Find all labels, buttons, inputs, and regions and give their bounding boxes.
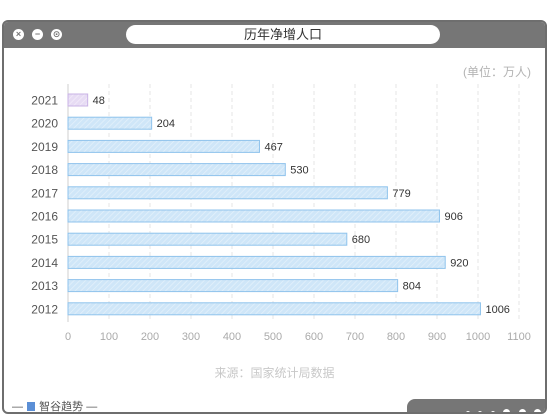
- y-category-label: 2013: [31, 279, 58, 293]
- pager-dot-icon[interactable]: [465, 410, 470, 412]
- x-tick-label: 700: [346, 331, 364, 343]
- bar: [67, 186, 388, 200]
- y-category-label: 2012: [31, 302, 58, 316]
- x-tick-label: 800: [387, 331, 405, 343]
- y-category-label: 2017: [31, 186, 58, 200]
- x-tick-label: 100: [100, 331, 118, 343]
- pager-dot-icon[interactable]: [534, 409, 541, 412]
- unit-label: (单位：万人): [463, 65, 531, 79]
- brand-footer: — 智谷趋势 —: [12, 401, 98, 413]
- bar-value-label: 204: [157, 118, 175, 130]
- maximize-icon[interactable]: ⊙: [51, 29, 62, 40]
- bar: [67, 163, 286, 177]
- bar-value-label: 1006: [485, 304, 509, 316]
- x-tick-label: 0: [65, 331, 71, 343]
- pager-dot-icon[interactable]: [490, 410, 495, 412]
- y-category-label: 2019: [31, 140, 58, 154]
- minimize-icon[interactable]: −: [32, 29, 43, 40]
- title-bar: × − ⊙ 历年净增人口: [4, 22, 545, 48]
- x-tick-label: 300: [182, 331, 200, 343]
- bar-value-label: 804: [403, 281, 421, 293]
- bar: [67, 93, 89, 107]
- source-note: 来源：国家统计局数据: [214, 366, 335, 380]
- divider-line: —: [86, 401, 98, 413]
- bar-value-label: 779: [392, 188, 410, 200]
- y-category-label: 2016: [31, 210, 58, 224]
- x-tick-label: 1100: [507, 331, 531, 343]
- pager-tab: [407, 399, 545, 412]
- x-tick-label: 900: [428, 331, 446, 343]
- y-category-label: 2015: [31, 233, 58, 247]
- pager-dot-icon[interactable]: [518, 409, 526, 412]
- y-category-label: 2021: [31, 94, 58, 108]
- bar: [67, 232, 348, 246]
- chart-window: × − ⊙ 历年净增人口 0 100 200 300 400 500 600 700 800 90…: [2, 20, 547, 414]
- brand-logo-icon: [27, 402, 36, 411]
- y-category-label: 2014: [31, 256, 58, 270]
- bar: [67, 116, 153, 130]
- bar-value-label: 530: [290, 165, 308, 177]
- bar-value-label: 680: [352, 234, 370, 246]
- bar-value-label: 48: [93, 95, 105, 107]
- bar-value-label: 906: [444, 211, 462, 223]
- bar-chart: 0 100 200 300 400 500 600 700 800 900 1000 1100 2021…: [31, 84, 531, 343]
- x-tick-label: 200: [141, 331, 159, 343]
- divider-line: —: [12, 401, 23, 413]
- y-category-label: 2020: [31, 117, 58, 131]
- x-tick-label: 500: [264, 331, 282, 343]
- pager: [407, 399, 545, 412]
- x-tick-label: 1000: [466, 331, 490, 343]
- brand-name: 智谷趋势: [39, 401, 84, 413]
- x-tick-label: 600: [305, 331, 323, 343]
- y-category-label: 2018: [31, 163, 58, 177]
- pager-dot-icon[interactable]: [478, 410, 483, 412]
- bar-value-label: 920: [450, 257, 468, 269]
- bar: [67, 209, 440, 223]
- bar: [67, 139, 260, 153]
- bar: [67, 279, 399, 293]
- bar-value-label: 467: [264, 141, 282, 153]
- pager-dot-icon[interactable]: [503, 409, 511, 412]
- bar: [67, 302, 481, 316]
- x-tick-label: 400: [223, 331, 241, 343]
- window-title: 历年净增人口: [126, 25, 440, 44]
- close-icon[interactable]: ×: [13, 29, 24, 40]
- pager-dots[interactable]: [462, 404, 541, 412]
- bar: [67, 255, 446, 269]
